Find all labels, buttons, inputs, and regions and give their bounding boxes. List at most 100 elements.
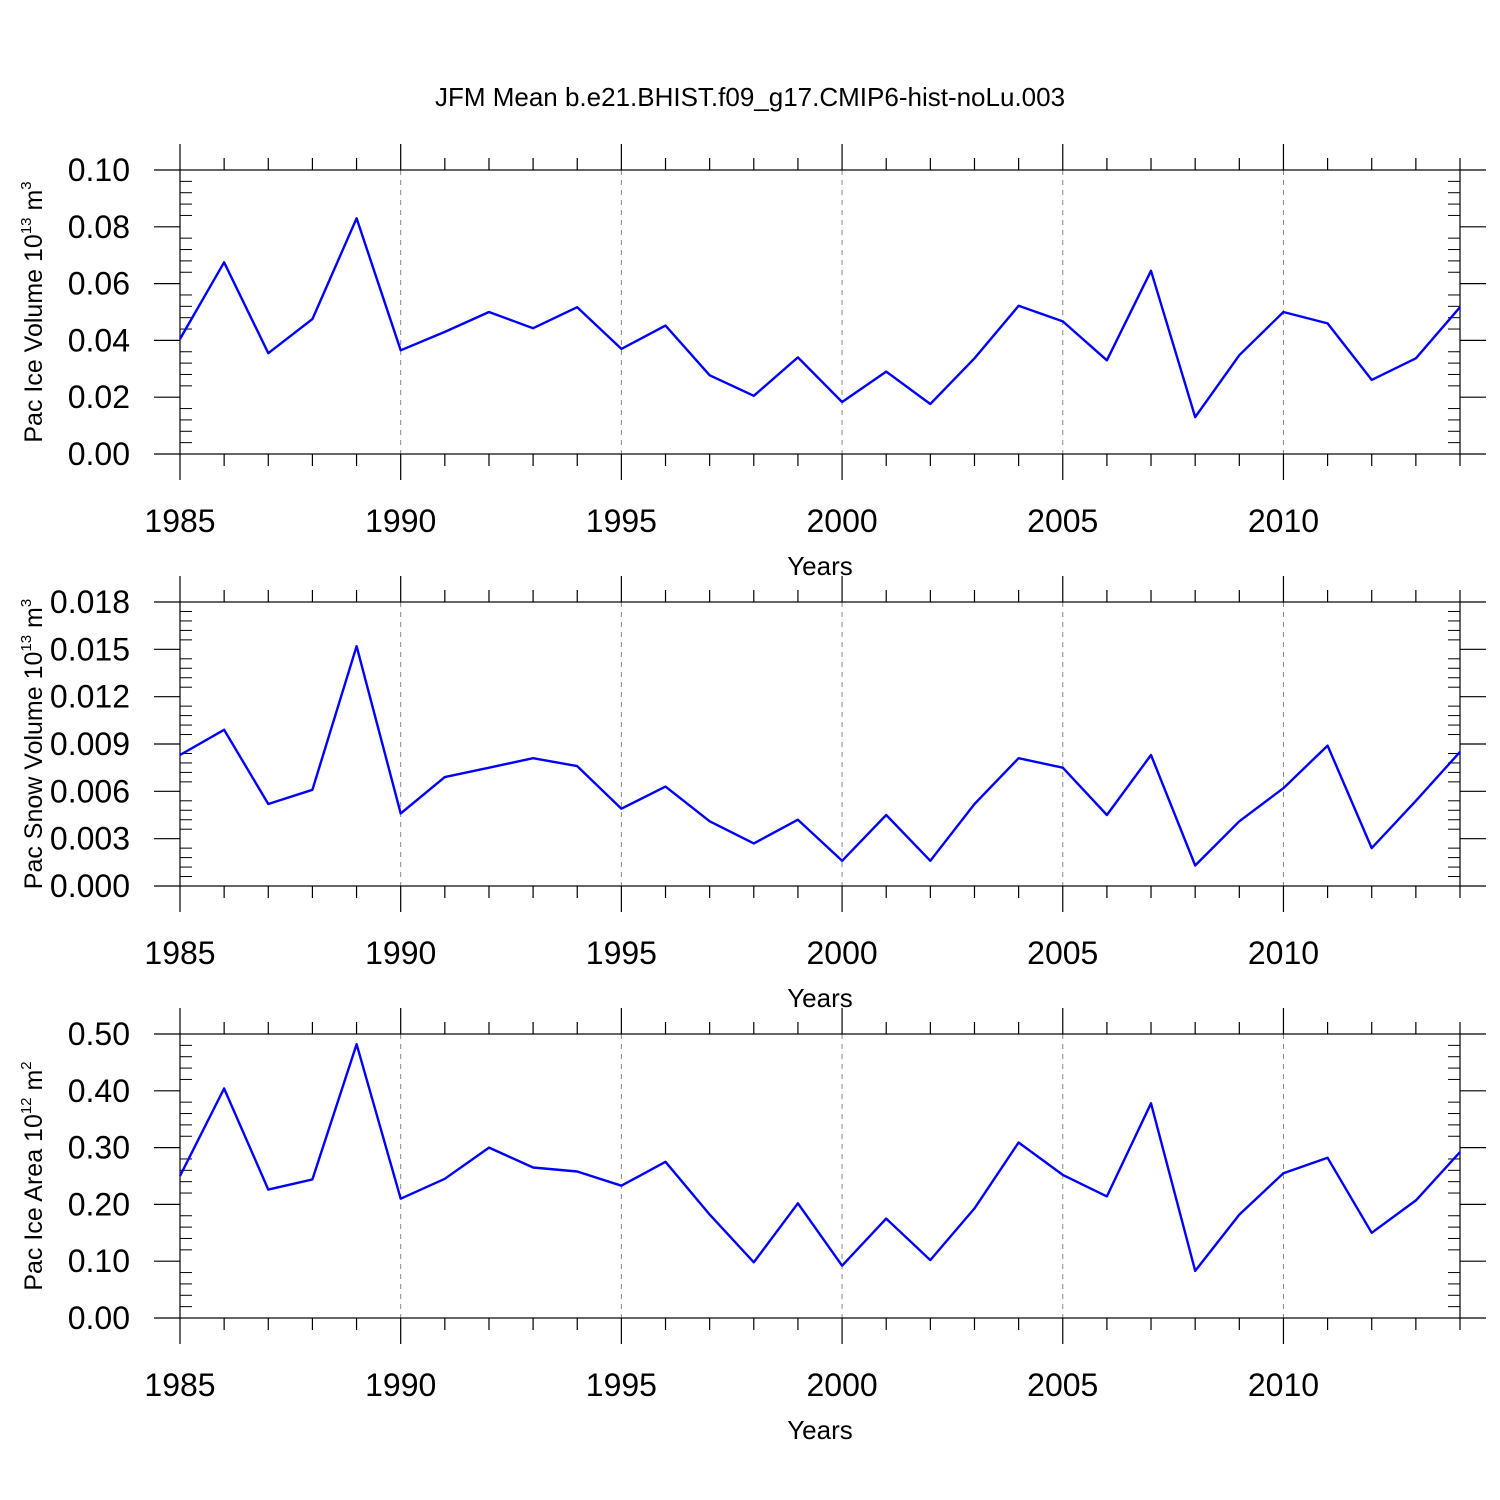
y-tick-label: 0.20 bbox=[68, 1186, 130, 1222]
x-axis-title: Years bbox=[787, 1415, 853, 1445]
data-point bbox=[840, 400, 844, 404]
plot-frame bbox=[179, 601, 1461, 887]
data-point bbox=[752, 394, 756, 398]
data-point bbox=[1017, 756, 1021, 760]
data-point bbox=[355, 1042, 359, 1046]
data-point bbox=[1281, 310, 1285, 314]
data-point bbox=[1237, 1213, 1241, 1217]
y-axis-title-unit-exponent: 3 bbox=[18, 181, 35, 189]
y-axis-title-unit: m bbox=[20, 607, 48, 635]
x-tick-label: 1990 bbox=[365, 503, 436, 539]
data-point bbox=[752, 841, 756, 845]
y-axis-title-exponent: 12 bbox=[18, 1097, 35, 1114]
data-point bbox=[355, 644, 359, 648]
data-point bbox=[1105, 1194, 1109, 1198]
y-tick-label: 0.02 bbox=[68, 379, 130, 415]
data-point bbox=[664, 785, 668, 789]
y-tick-label: 0.10 bbox=[68, 152, 130, 188]
data-point bbox=[1017, 304, 1021, 308]
data-point bbox=[266, 1188, 270, 1192]
x-tick-label: 1985 bbox=[144, 935, 215, 971]
data-point bbox=[399, 348, 403, 352]
data-point bbox=[1061, 766, 1065, 770]
y-axis-title-text: Pac Ice Area 10 bbox=[20, 1114, 48, 1291]
x-tick-label: 2010 bbox=[1248, 935, 1319, 971]
chart-panel-1: 0.00 0.02 0.04 0.06 0.08 0.10 1985 1990 1995 2000… bbox=[18, 144, 1486, 581]
data-point bbox=[840, 1264, 844, 1268]
x-tick-label: 2005 bbox=[1027, 503, 1098, 539]
chart-panel-2: 0.000 0.003 0.006 0.009 0.012 0.015 0.018 1985 1… bbox=[18, 576, 1486, 1013]
data-point bbox=[1458, 305, 1462, 309]
data-point bbox=[266, 802, 270, 806]
series-line bbox=[178, 217, 1461, 419]
data-point bbox=[1458, 750, 1462, 754]
x-axis-title: Years bbox=[787, 983, 853, 1013]
y-axis-title-exponent: 13 bbox=[18, 217, 35, 234]
data-point bbox=[443, 1177, 447, 1181]
data-point bbox=[1281, 1171, 1285, 1175]
x-tick-label: 2000 bbox=[806, 503, 877, 539]
data-point bbox=[1105, 358, 1109, 362]
y-axis-title-text: Pac Ice Volume 10 bbox=[20, 234, 48, 442]
data-point bbox=[840, 859, 844, 863]
data-point bbox=[796, 818, 800, 822]
y-tick-label: 0.012 bbox=[50, 679, 130, 715]
data-point bbox=[531, 756, 535, 760]
data-point bbox=[708, 373, 712, 377]
y-tick-label: 0.06 bbox=[68, 266, 130, 302]
data-point bbox=[619, 347, 623, 351]
data-point bbox=[972, 1206, 976, 1210]
y-tick-label: 0.08 bbox=[68, 209, 130, 245]
y-axis-title-unit: m bbox=[20, 1070, 48, 1098]
y-tick-label: 0.30 bbox=[68, 1130, 130, 1166]
y-axis-title-unit: m bbox=[20, 190, 48, 218]
data-point bbox=[1370, 378, 1374, 382]
data-point bbox=[266, 351, 270, 355]
data-point bbox=[1370, 1231, 1374, 1235]
data-point bbox=[664, 1160, 668, 1164]
data-point bbox=[928, 402, 932, 406]
data-point bbox=[575, 305, 579, 309]
x-tick-label: 2000 bbox=[806, 1367, 877, 1403]
y-tick-label: 0.009 bbox=[50, 726, 130, 762]
data-point bbox=[487, 766, 491, 770]
data-point bbox=[310, 317, 314, 321]
data-point bbox=[487, 310, 491, 314]
data-point bbox=[884, 1217, 888, 1221]
data-point bbox=[1370, 846, 1374, 850]
plot-frame bbox=[179, 169, 1461, 455]
data-point bbox=[355, 216, 359, 220]
data-point bbox=[178, 1174, 182, 1178]
x-tick-label: 1985 bbox=[144, 503, 215, 539]
series-line bbox=[179, 645, 1461, 867]
y-tick-label: 0.40 bbox=[68, 1073, 130, 1109]
data-point bbox=[399, 811, 403, 815]
x-tick-label: 1995 bbox=[586, 1367, 657, 1403]
y-tick-label: 0.50 bbox=[68, 1016, 130, 1052]
x-tick-label: 2005 bbox=[1027, 935, 1098, 971]
data-point bbox=[619, 807, 623, 811]
data-point bbox=[310, 788, 314, 792]
x-tick-label: 2010 bbox=[1248, 1367, 1319, 1403]
y-axis-title-text: Pac Snow Volume 10 bbox=[20, 652, 48, 890]
y-axis-title: Pac Ice Volume 1013 m3 bbox=[18, 181, 48, 442]
data-point bbox=[1149, 269, 1153, 273]
data-point bbox=[796, 1201, 800, 1205]
data-point bbox=[222, 728, 226, 732]
data-point bbox=[575, 764, 579, 768]
y-tick-label: 0.000 bbox=[50, 868, 130, 904]
data-point bbox=[1105, 813, 1109, 817]
data-point bbox=[1414, 356, 1418, 360]
data-point bbox=[575, 1169, 579, 1173]
y-tick-label: 0.006 bbox=[50, 773, 130, 809]
data-point bbox=[1017, 1140, 1021, 1144]
chart-title: JFM Mean b.e21.BHIST.f09_g17.CMIP6-hist-… bbox=[435, 82, 1065, 112]
data-point bbox=[1193, 415, 1197, 419]
x-tick-label: 2005 bbox=[1027, 1367, 1098, 1403]
x-tick-label: 1995 bbox=[586, 503, 657, 539]
chart-panel-3: 0.00 0.10 0.20 0.30 0.40 0.50 1985 1990 1995 2000… bbox=[18, 1008, 1486, 1445]
data-point bbox=[1149, 1101, 1153, 1105]
data-point bbox=[1237, 353, 1241, 357]
data-point bbox=[178, 337, 182, 341]
data-point bbox=[222, 260, 226, 264]
